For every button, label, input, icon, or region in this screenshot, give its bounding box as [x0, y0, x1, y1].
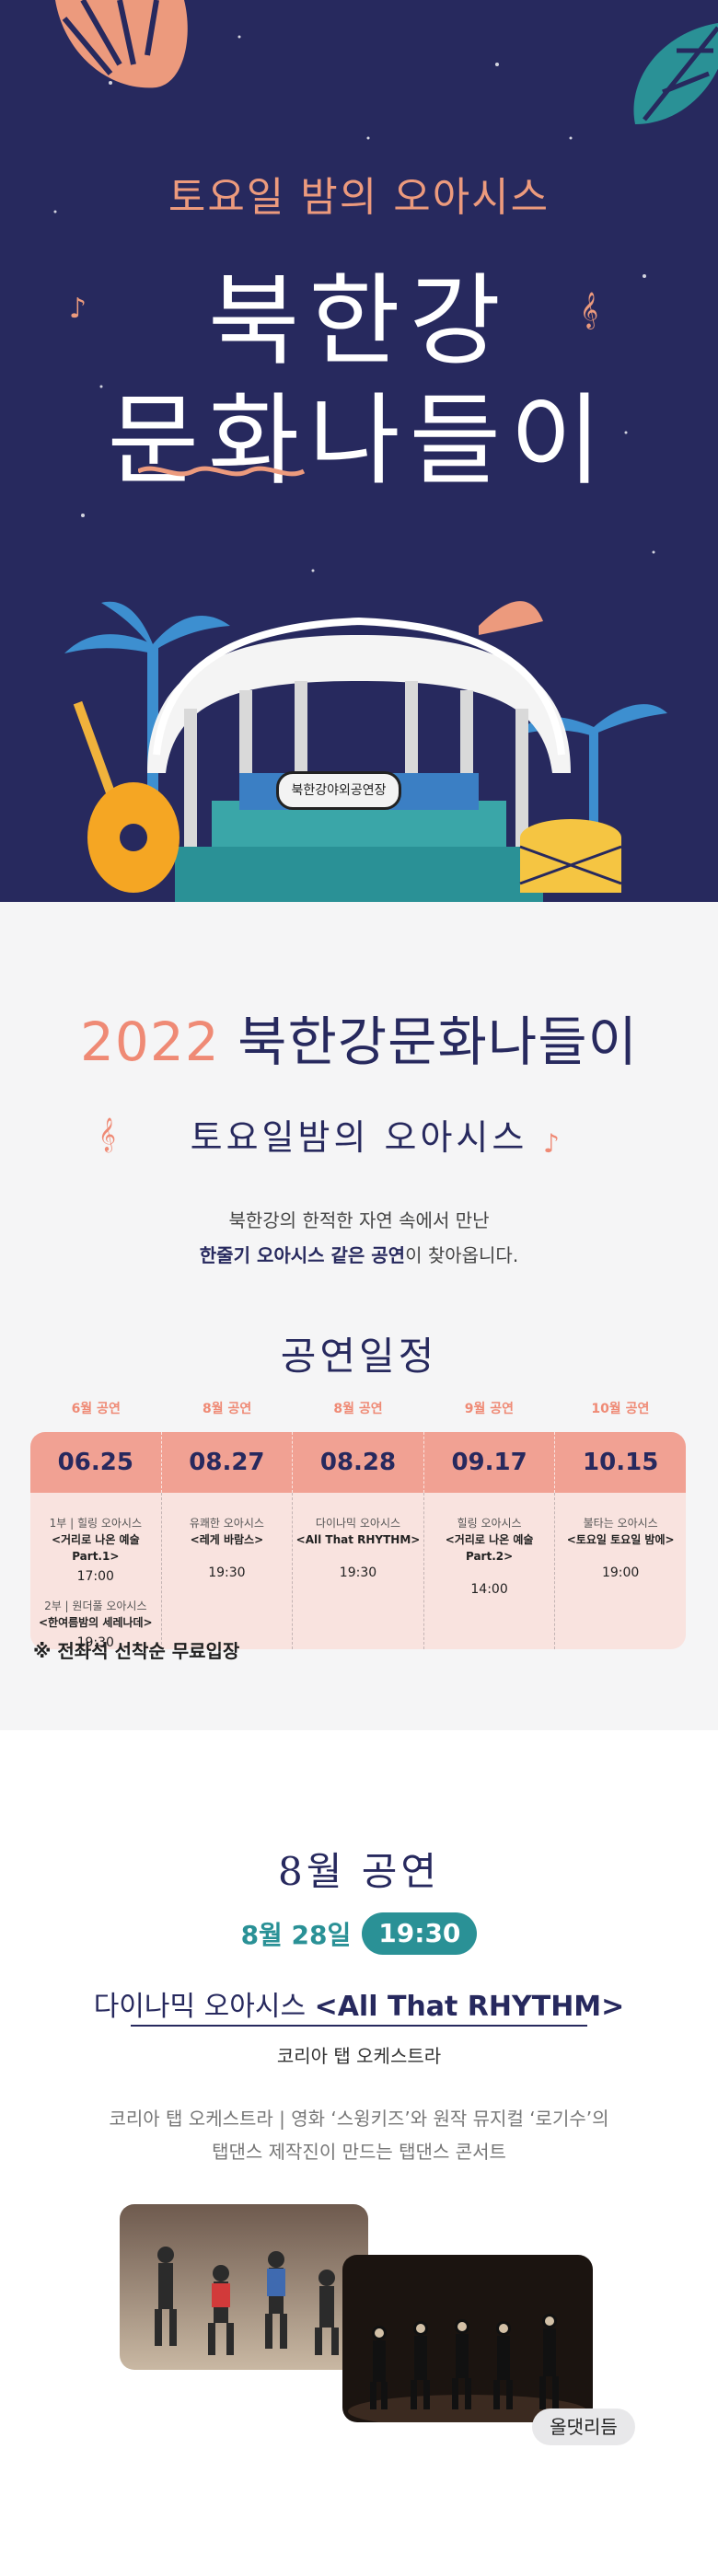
stars-decoration: [53, 35, 655, 572]
show-time: 19:30: [208, 1565, 246, 1580]
music-note-icon: ♪: [69, 293, 87, 325]
show-title: <거리로 나온 예술 Part.1>: [51, 1533, 140, 1563]
month-label: 10월 공연: [591, 1402, 650, 1416]
month-label: 8월 공연: [202, 1402, 252, 1416]
festival-title: 2022 북한강문화나들이: [0, 999, 718, 1076]
treble-clef-icon: 𝄞: [580, 292, 598, 329]
festival-year: 2022: [80, 1011, 220, 1073]
show-prefix: 다이나믹 오아시스: [93, 1991, 315, 2023]
svg-text:𝄞: 𝄞: [98, 1116, 116, 1152]
show-time: 19:30: [339, 1565, 377, 1580]
month-label: 9월 공연: [464, 1402, 515, 1416]
show-heading: 다이나믹 오아시스 <All That RHYTHM>: [0, 1983, 718, 2024]
festival-name: 북한강문화나들이: [237, 1011, 638, 1073]
svg-text:𝄞: 𝄞: [580, 292, 598, 329]
palm-leaf-icon: [633, 23, 718, 124]
dance-photo-illustration: [342, 2255, 593, 2422]
show-label: 다이나믹 오아시스: [315, 1517, 401, 1530]
show-description-line2: 탭댄스 제작진이 만드는 탭댄스 콘서트: [212, 2141, 506, 2163]
show-day: 8월 28일: [240, 1920, 352, 1950]
performance-photo-2: [342, 2255, 593, 2422]
schedule-info-row: 1부 | 힐링 오아시스 <거리로 나온 예술 Part.1> 17:00 2부…: [30, 1493, 686, 1650]
show-date: 09.17: [424, 1432, 556, 1493]
show-label: 유쾌한 오아시스: [189, 1517, 264, 1530]
intro-text-rest: 이 찾아옵니다.: [405, 1244, 519, 1266]
show-description-line1: 코리아 탭 오케스트라 | 영화 ‘스윙키즈’와 원작 뮤지컬 ‘로기수’의: [109, 2108, 609, 2130]
show-title: <All That RHYTHM>: [295, 1533, 421, 1546]
show-title: <레게 바람스>: [190, 1533, 264, 1546]
schedule-date-row: 06.25 08.27 08.28 09.17 10.15: [30, 1432, 686, 1493]
show-time: 19:30: [76, 1635, 114, 1650]
intro-text-line1: 북한강의 한적한 자연 속에서 만난: [228, 1209, 490, 1231]
stage-sign: 북한강야외공연장: [276, 771, 401, 810]
show-time-badge: 19:30: [362, 1912, 478, 1955]
show-date: 06.25: [30, 1432, 162, 1493]
schedule-column: 1부 | 힐링 오아시스 <거리로 나온 예술 Part.1> 17:00 2부…: [30, 1493, 162, 1650]
hero-section: 토요일 밤의 오아시스 ♪ 𝄞 북한강 문화나들이: [0, 0, 718, 902]
show-label: 힐링 오아시스: [457, 1517, 522, 1530]
performance-photo-1: [120, 2204, 368, 2370]
show-datetime: 8월 28일 19:30: [0, 1912, 718, 1955]
show-date: 08.27: [162, 1432, 294, 1493]
show-title: <토요일 토요일 밤에>: [566, 1533, 675, 1546]
show-label: 2부 | 원더풀 오아시스: [44, 1600, 147, 1612]
show-date: 10.15: [583, 1449, 659, 1476]
show-title: <거리로 나온 예술 Part.2>: [445, 1533, 534, 1563]
schedule-title: 공연일정: [280, 1334, 438, 1379]
svg-text:♪: ♪: [543, 1128, 560, 1159]
schedule-table: 6월 공연 8월 공연 8월 공연 9월 공연 10월 공연 06.25 08.…: [30, 1399, 686, 1650]
show-title: <한여름밤의 세레나데>: [38, 1616, 153, 1629]
show-label: 1부 | 힐링 오아시스: [49, 1517, 142, 1530]
show-time: 14:00: [470, 1582, 508, 1597]
svg-text:♪: ♪: [69, 293, 87, 325]
monstera-leaf-icon: [55, 0, 188, 88]
troupe-name: 코리아 탭 오케스트라: [276, 2045, 442, 2067]
intro-highlight: 한줄기 오아시스 같은 공연: [199, 1244, 406, 1266]
treble-clef-icon: 𝄞: [98, 1116, 116, 1152]
title-underline: [131, 2025, 587, 2027]
hero-subtitle: 토요일 밤의 오아시스: [168, 174, 550, 221]
festival-tagline: 토요일밤의 오아시스: [190, 1117, 528, 1158]
free-admission-note: ※ 전좌석 선착순 무료입장: [33, 1640, 240, 1662]
wave-decoration: [138, 466, 306, 477]
music-note-icon: ♪: [543, 1128, 560, 1159]
schedule-column: 유쾌한 오아시스 <레게 바람스> 19:30: [162, 1493, 294, 1649]
month-label: 6월 공연: [71, 1402, 121, 1416]
show-time: 19:00: [601, 1565, 640, 1580]
schedule-column: 다이나믹 오아시스 <All That RHYTHM> 19:30: [293, 1493, 424, 1649]
show-time: 17:00: [76, 1569, 114, 1584]
show-date: 08.28: [293, 1432, 424, 1493]
show-name: <All That RHYTHM>: [314, 1991, 625, 2023]
month-label: 8월 공연: [333, 1402, 383, 1416]
schedule-column: 불타는 오아시스 <토요일 토요일 밤에> 19:00: [555, 1493, 686, 1649]
outdoor-stage-illustration: [64, 601, 667, 902]
hero-title-line1: 북한강: [207, 264, 511, 379]
intro-text-line2: 한줄기 오아시스 같은 공연이 찾아옵니다.: [0, 1241, 718, 1267]
schedule-month-row: 6월 공연 8월 공연 8월 공연 9월 공연 10월 공연: [30, 1399, 686, 1421]
schedule-column: 힐링 오아시스 <거리로 나온 예술 Part.2> 14:00: [424, 1493, 556, 1649]
photo-caption-badge: 올댓리듬: [532, 2409, 635, 2445]
show-label: 불타는 오아시스: [583, 1517, 658, 1530]
august-section-title: 8월 공연: [278, 1849, 440, 1894]
dance-photo-illustration: [120, 2204, 368, 2370]
hero-title-line2: 문화나들이: [107, 384, 611, 499]
